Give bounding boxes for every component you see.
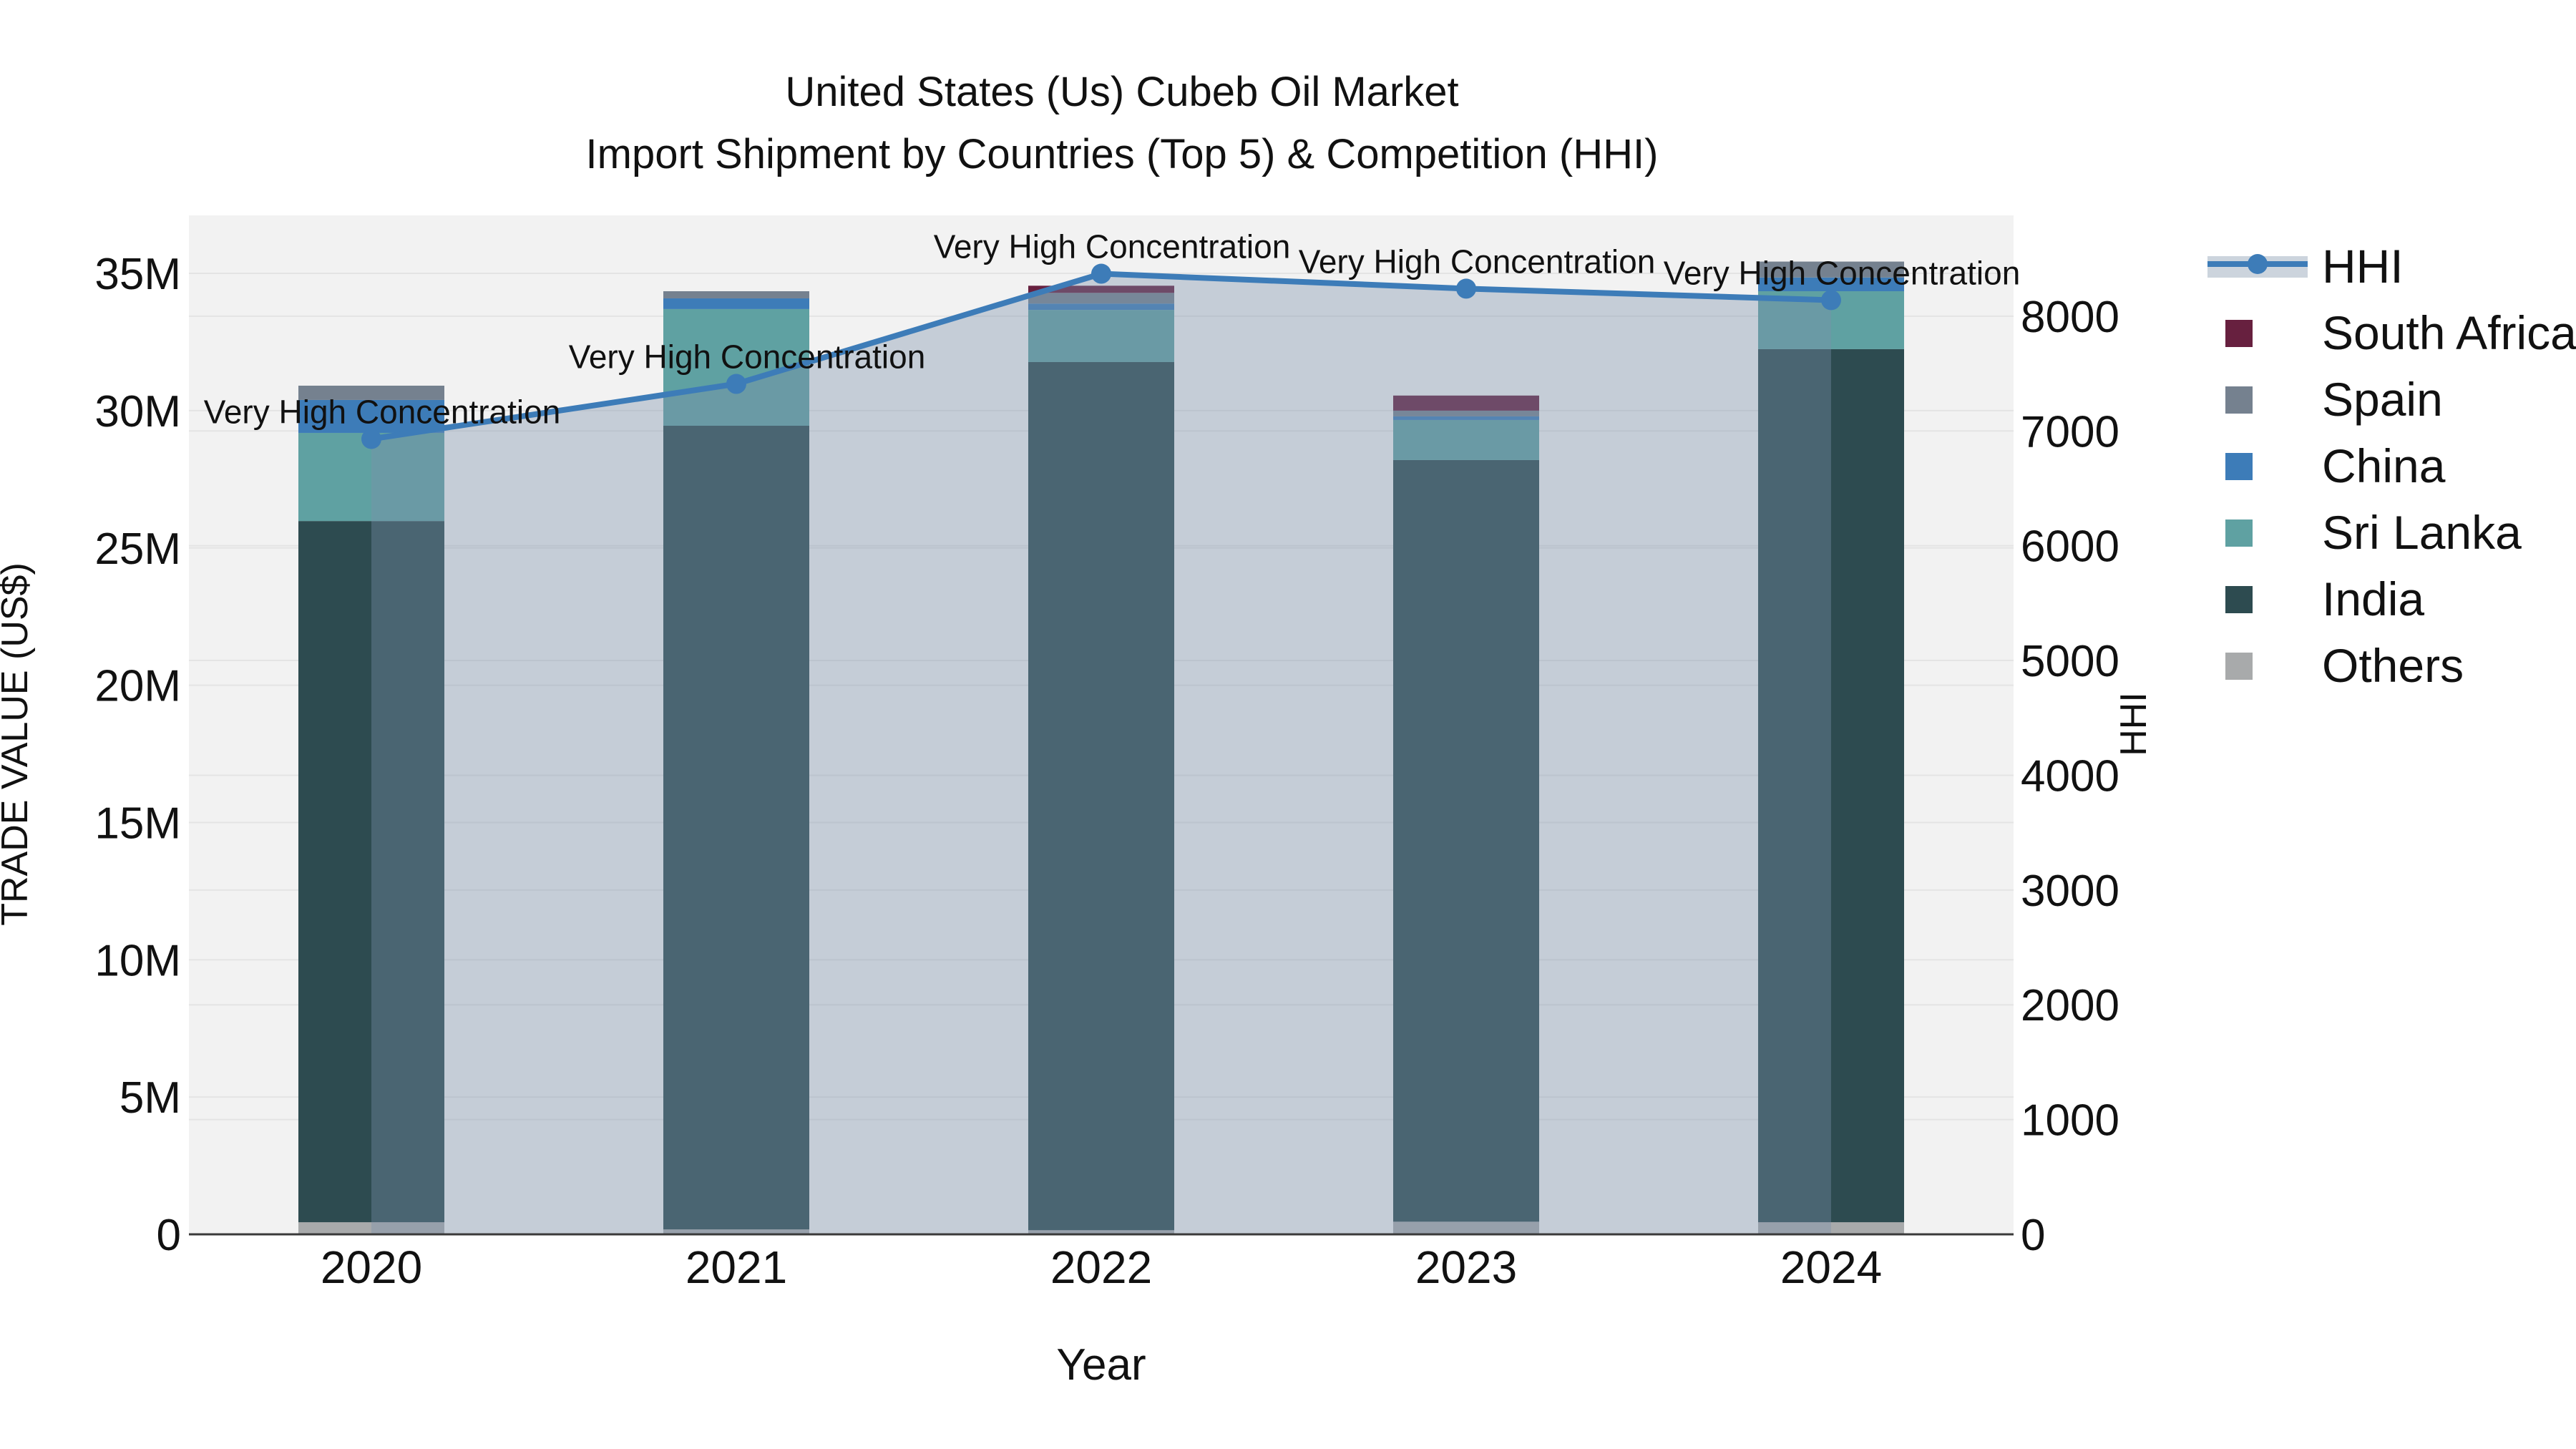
y-right-tick-8000: 8000 <box>2021 293 2119 342</box>
y-right-tick-3000: 3000 <box>2021 867 2119 916</box>
y-right-tick-4000: 4000 <box>2021 751 2119 801</box>
x-tick-2024: 2024 <box>1780 1241 1882 1293</box>
hhi-marker-2021[interactable] <box>726 374 746 394</box>
bar-segment-india-2020[interactable] <box>298 521 444 1223</box>
y-left-axis-title: TRADE VALUE (US$) <box>0 562 36 926</box>
legend-swatch-china <box>2225 453 2253 480</box>
hhi-line <box>361 263 1841 449</box>
bar-segment-china-2024[interactable] <box>1758 277 1904 291</box>
bar-segment-others-2023[interactable] <box>1393 1221 1539 1234</box>
legend-swatch-south-africa <box>2225 320 2253 347</box>
bar-segment-others-2020[interactable] <box>298 1222 444 1234</box>
y-right-tick-0: 0 <box>2021 1211 2045 1260</box>
y-left-tick-5M: 5M <box>119 1073 181 1123</box>
hhi-area-fill <box>371 273 1831 1235</box>
hhi-marker-2022[interactable] <box>1091 263 1111 284</box>
x-tick-2023: 2023 <box>1415 1241 1517 1293</box>
hhi-marker-2023[interactable] <box>1456 278 1476 299</box>
legend-hhi-marker-sample <box>2248 254 2268 274</box>
y-right-tick-5000: 5000 <box>2021 637 2119 686</box>
annotation-2023: Very High Concentration <box>1299 243 1656 280</box>
legend-swatch-spain <box>2225 386 2253 414</box>
legend-label-spain: Spain <box>2322 373 2443 426</box>
legend-item-china[interactable]: China <box>2225 439 2446 492</box>
y-left-tick-0: 0 <box>157 1211 181 1260</box>
bar-segment-china-2023[interactable] <box>1393 416 1539 420</box>
y-right-tick-7000: 7000 <box>2021 407 2119 457</box>
legend-item-south-africa[interactable]: South Africa <box>2225 306 2576 359</box>
y-left-tick-25M: 25M <box>94 525 181 574</box>
hhi-marker-2024[interactable] <box>1821 290 1841 311</box>
bar-segment-sri-lanka-2022[interactable] <box>1028 310 1174 362</box>
bar-segment-india-2023[interactable] <box>1393 459 1539 1222</box>
chart-title-line2: Import Shipment by Countries (Top 5) & C… <box>586 131 1659 177</box>
legend-label-hhi: HHI <box>2322 240 2404 293</box>
annotation-2022: Very High Concentration <box>934 228 1291 265</box>
hhi-marker-2020[interactable] <box>361 429 381 449</box>
bar-segment-india-2022[interactable] <box>1028 361 1174 1231</box>
bar-segment-spain-2021[interactable] <box>663 291 809 298</box>
bar-segment-others-2021[interactable] <box>663 1229 809 1234</box>
y-right-axis-title: HHI <box>2113 692 2155 756</box>
bar-segment-india-2021[interactable] <box>663 426 809 1230</box>
y-right-tick-2000: 2000 <box>2021 981 2119 1030</box>
y-left-tick-35M: 35M <box>94 250 181 299</box>
legend-item-others[interactable]: Others <box>2225 639 2464 692</box>
annotation-2020: Very High Concentration <box>204 393 561 430</box>
y-right-tick-1000: 1000 <box>2021 1096 2119 1146</box>
legend-swatch-india <box>2225 586 2253 613</box>
legend-item-spain[interactable]: Spain <box>2225 373 2443 426</box>
legend: HHI South Africa Spain China Sri Lanka India O… <box>2207 240 2576 692</box>
bar-segment-sri-lanka-2023[interactable] <box>1393 419 1539 460</box>
axis-ticks: 0 5M 10M 15M 20M 25M 30M 35M 0 1000 2000 3000 4000 50… <box>94 250 2119 1293</box>
legend-swatch-others <box>2225 653 2253 680</box>
y-left-tick-10M: 10M <box>94 936 181 985</box>
annotation-2021: Very High Concentration <box>569 338 926 376</box>
legend-label-south-africa: South Africa <box>2322 306 2576 359</box>
legend-item-hhi[interactable]: HHI <box>2207 240 2404 293</box>
annotation-2024: Very High Concentration <box>1664 254 2021 291</box>
bar-segment-spain-2023[interactable] <box>1393 410 1539 416</box>
x-axis-title: Year <box>1056 1340 1146 1390</box>
bar-segment-spain-2024[interactable] <box>1758 261 1904 278</box>
legend-label-india: India <box>2322 572 2424 625</box>
legend-label-others: Others <box>2322 639 2464 692</box>
bar-segment-south-africa-2022[interactable] <box>1028 286 1174 293</box>
x-tick-2021: 2021 <box>686 1241 787 1293</box>
bar-segment-spain-2020[interactable] <box>298 385 444 400</box>
x-tick-2022: 2022 <box>1050 1241 1152 1293</box>
bar-segment-others-2022[interactable] <box>1028 1230 1174 1234</box>
bar-segment-spain-2022[interactable] <box>1028 293 1174 304</box>
y-left-tick-30M: 30M <box>94 387 181 436</box>
legend-label-china: China <box>2322 439 2446 492</box>
legend-swatch-sri-lanka <box>2225 519 2253 547</box>
chart-title-line1: United States (Us) Cubeb Oil Market <box>785 69 1458 115</box>
y-right-tick-6000: 6000 <box>2021 522 2119 572</box>
y-left-tick-20M: 20M <box>94 662 181 711</box>
legend-label-sri-lanka: Sri Lanka <box>2322 506 2522 559</box>
bar-segment-china-2020[interactable] <box>298 399 444 433</box>
y-left-tick-15M: 15M <box>94 799 181 848</box>
bar-segment-south-africa-2023[interactable] <box>1393 395 1539 411</box>
bar-segment-india-2024[interactable] <box>1758 348 1904 1223</box>
x-tick-2020: 2020 <box>321 1241 422 1293</box>
bar-segment-china-2022[interactable] <box>1028 303 1174 311</box>
legend-item-india[interactable]: India <box>2225 572 2424 625</box>
stacked-bars <box>298 261 1904 1234</box>
bar-segment-china-2021[interactable] <box>663 298 809 309</box>
bar-segment-others-2024[interactable] <box>1758 1222 1904 1234</box>
legend-item-sri-lanka[interactable]: Sri Lanka <box>2225 506 2522 559</box>
hhi-area <box>371 273 1831 1235</box>
